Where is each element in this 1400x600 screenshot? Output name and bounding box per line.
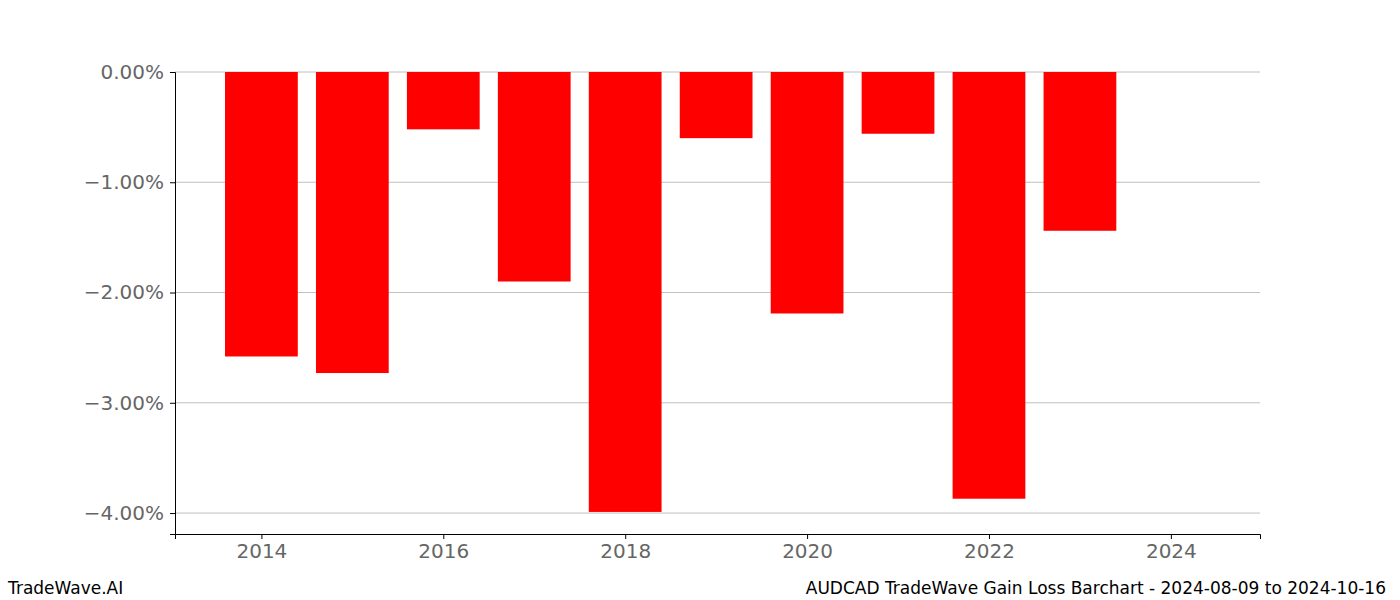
y-axis-line: [170, 73, 176, 535]
y-tick-mark: [170, 513, 175, 514]
bar: [953, 72, 1026, 499]
x-tick-label: 2014: [236, 539, 287, 563]
y-tick-label: −3.00%: [84, 391, 164, 415]
bar: [862, 72, 935, 134]
x-tick: 2018: [600, 534, 651, 563]
bar: [407, 72, 480, 129]
x-tick: 2014: [236, 534, 287, 563]
x-tick-label: 2020: [782, 539, 833, 563]
bar: [316, 72, 389, 373]
x-tick: 2024: [1146, 534, 1197, 563]
bar: [680, 72, 753, 138]
x-axis-line: [176, 535, 1261, 540]
bar: [771, 72, 844, 313]
y-tick: −4.00%: [84, 501, 175, 525]
y-tick-label: −2.00%: [84, 280, 164, 304]
x-tick: 2022: [964, 534, 1015, 563]
y-tick: 0.00%: [100, 60, 175, 84]
grid: [175, 72, 1260, 513]
x-tick-label: 2018: [600, 539, 651, 563]
title: AUDCAD TradeWave Gain Loss Barchart - 20…: [806, 578, 1386, 598]
x-tick-label: 2022: [964, 539, 1015, 563]
x-tick: 2016: [418, 534, 469, 563]
x-tick-label: 2016: [418, 539, 469, 563]
y-tick-mark: [170, 293, 175, 294]
y-tick-mark: [170, 403, 175, 404]
bar: [589, 72, 662, 512]
y-tick-mark: [170, 72, 175, 73]
y-tick-label: −4.00%: [84, 501, 164, 525]
x-axis: 2014 2016 2018 2020 2022 2024: [176, 534, 1261, 563]
bar: [1044, 72, 1117, 231]
grid-line: [175, 513, 1260, 514]
annotation: TradeWave.AI: [7, 578, 123, 598]
y-tick-label: −1.00%: [84, 170, 164, 194]
y-tick: −3.00%: [84, 391, 175, 415]
x-tick: 2020: [782, 534, 833, 563]
bar: [498, 72, 571, 281]
y-tick: −1.00%: [84, 170, 175, 194]
bar: [225, 72, 298, 356]
y-tick-mark: [170, 182, 175, 183]
chart: 2014 2016 2018 2020 2022 2024 0.00% −1.00% −2.00…: [0, 0, 1400, 600]
x-tick-label: 2024: [1146, 539, 1197, 563]
y-tick-label: 0.00%: [100, 60, 164, 84]
bars: [225, 72, 1116, 512]
y-axis: 0.00% −1.00% −2.00% −3.00% −4.00%: [84, 60, 176, 535]
grid-line: [175, 402, 1260, 403]
y-tick: −2.00%: [84, 280, 175, 304]
